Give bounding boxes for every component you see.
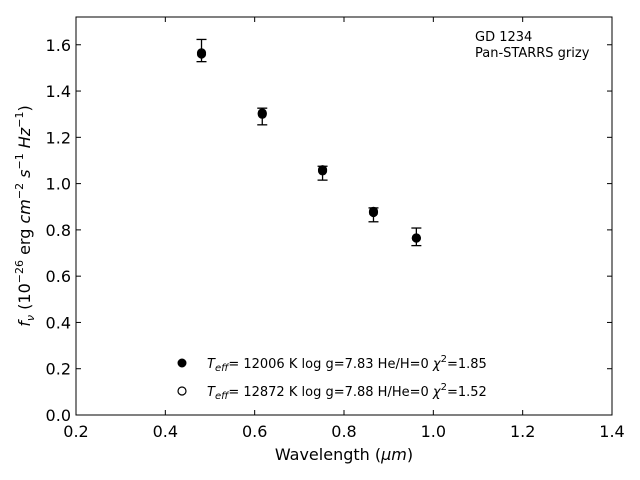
y-tick-label: 1.2 — [46, 128, 71, 147]
legend-entry-1: Teff= 12006 K log g=7.83 He/H=0 χ2=1.85 — [207, 354, 487, 374]
x-tick-label: 0.2 — [63, 422, 88, 441]
model-point-open — [257, 109, 267, 119]
target-name-annotation: GD 1234 — [475, 30, 532, 45]
model-point-open — [368, 206, 379, 216]
legend: Teff= 12006 K log g=7.83 He/H=0 χ2=1.85 … — [177, 354, 487, 402]
x-tick-label: 0.4 — [153, 422, 178, 441]
axis-ticks: 0.2 0.4 0.6 0.8 1.0 1.2 1.40.00.20.40.60.81.01… — [46, 17, 625, 441]
x-tick-label: 0.8 — [331, 422, 356, 441]
model-point-open — [411, 233, 421, 243]
x-tick-label: 1.2 — [510, 422, 535, 441]
survey-annotation: Pan-STARRS grizy — [475, 46, 590, 61]
data-marks — [196, 38, 422, 247]
x-axis-label: Wavelength (μm) — [275, 445, 413, 464]
y-tick-label: 0.6 — [46, 267, 71, 286]
y-axis-label: fν (10−26 erg cm−2 s−1 Hz−1) — [13, 105, 37, 326]
y-tick-label: 1.4 — [46, 82, 71, 101]
y-tick-label: 1.6 — [46, 36, 71, 55]
y-tick-label: 0.4 — [46, 313, 71, 332]
x-tick-label: 1.0 — [421, 422, 446, 441]
y-tick-label: 0.0 — [46, 406, 71, 425]
x-tick-label: 0.6 — [242, 422, 267, 441]
y-tick-label: 0.2 — [46, 360, 71, 379]
model-point-open — [196, 48, 207, 58]
y-tick-label: 1.0 — [46, 175, 71, 194]
y-tick-label: 0.8 — [46, 221, 71, 240]
legend-marker-filled — [177, 358, 187, 368]
legend-marker-open — [177, 386, 187, 396]
legend-entry-2: Teff= 12872 K log g=7.88 H/He=0 χ2=1.52 — [207, 382, 487, 402]
x-tick-label: 1.4 — [599, 422, 624, 441]
model-point-open — [317, 166, 328, 176]
plot-frame — [75, 16, 613, 416]
